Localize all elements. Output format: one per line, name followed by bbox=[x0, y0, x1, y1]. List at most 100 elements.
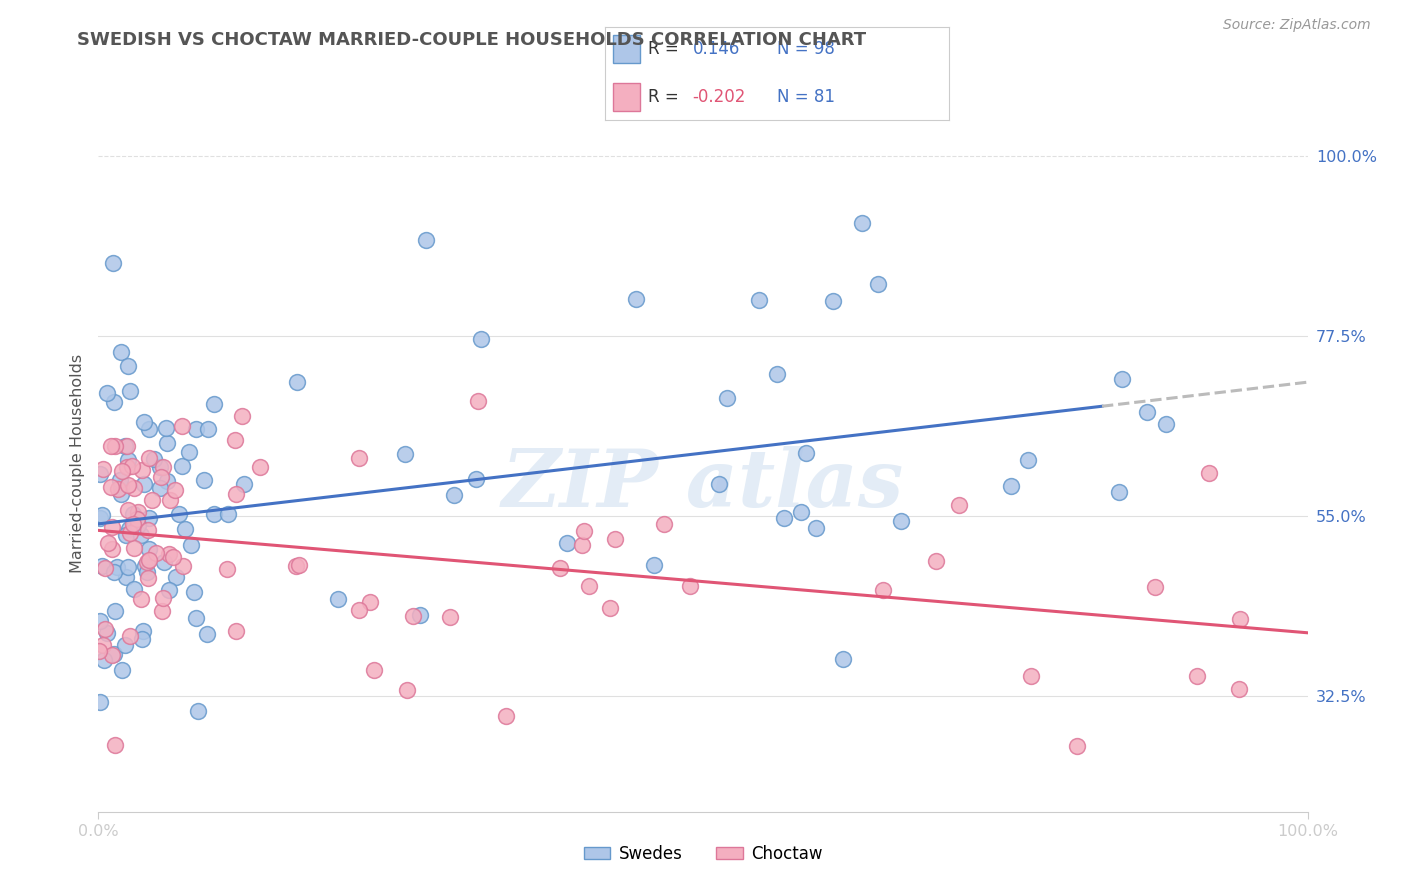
Point bbox=[170, 458, 193, 473]
Point bbox=[443, 488, 465, 502]
Point bbox=[187, 704, 209, 718]
Point bbox=[495, 708, 517, 723]
Point bbox=[766, 367, 789, 381]
Point bbox=[1066, 739, 1088, 753]
Point bbox=[578, 578, 600, 592]
Point bbox=[1111, 372, 1133, 386]
Point bbox=[851, 216, 873, 230]
Point bbox=[217, 508, 239, 522]
Point bbox=[224, 433, 246, 447]
Point bbox=[165, 569, 187, 583]
Point bbox=[100, 480, 122, 494]
Point bbox=[104, 738, 127, 752]
Text: SWEDISH VS CHOCTAW MARRIED-COUPLE HOUSEHOLDS CORRELATION CHART: SWEDISH VS CHOCTAW MARRIED-COUPLE HOUSEH… bbox=[77, 31, 866, 49]
Point bbox=[890, 514, 912, 528]
Point bbox=[679, 578, 702, 592]
Point bbox=[831, 652, 853, 666]
Point bbox=[96, 626, 118, 640]
Point bbox=[415, 233, 437, 247]
Point bbox=[180, 539, 202, 553]
Point bbox=[100, 648, 122, 663]
Point bbox=[204, 396, 226, 410]
Point bbox=[402, 609, 425, 624]
Point bbox=[288, 558, 311, 573]
Point bbox=[136, 571, 159, 585]
FancyBboxPatch shape bbox=[613, 84, 640, 111]
Point bbox=[821, 293, 844, 308]
Point bbox=[707, 477, 730, 491]
Point bbox=[186, 611, 208, 625]
Point bbox=[363, 663, 385, 677]
Point bbox=[115, 528, 138, 542]
Point bbox=[1185, 669, 1208, 683]
Point bbox=[93, 462, 115, 476]
Point bbox=[571, 538, 593, 552]
Point bbox=[1108, 485, 1130, 500]
Point bbox=[394, 448, 416, 462]
Point bbox=[89, 511, 111, 525]
Point bbox=[89, 614, 111, 628]
Point bbox=[127, 517, 149, 532]
Point bbox=[104, 604, 127, 618]
Point bbox=[163, 483, 186, 497]
Point bbox=[1229, 612, 1251, 626]
Text: 0.146: 0.146 bbox=[692, 40, 740, 58]
Point bbox=[145, 546, 167, 560]
Point bbox=[225, 486, 247, 500]
Text: -0.202: -0.202 bbox=[692, 88, 745, 106]
Point bbox=[93, 653, 115, 667]
Point bbox=[135, 555, 157, 569]
Point bbox=[103, 394, 125, 409]
Point bbox=[948, 499, 970, 513]
Point bbox=[193, 473, 215, 487]
Point bbox=[925, 554, 948, 568]
FancyBboxPatch shape bbox=[613, 35, 640, 62]
Point bbox=[347, 603, 370, 617]
Point bbox=[111, 663, 134, 677]
Y-axis label: Married-couple Households: Married-couple Households bbox=[69, 354, 84, 574]
Point bbox=[184, 422, 207, 436]
Point bbox=[439, 610, 461, 624]
Point bbox=[105, 560, 128, 574]
Point bbox=[550, 561, 572, 575]
Point bbox=[94, 561, 117, 575]
Point bbox=[117, 453, 139, 467]
Point bbox=[155, 436, 177, 450]
Point bbox=[110, 473, 132, 487]
Point bbox=[97, 536, 120, 550]
Point bbox=[131, 463, 153, 477]
Point bbox=[117, 560, 139, 574]
Point bbox=[159, 493, 181, 508]
Point bbox=[156, 475, 179, 489]
Point bbox=[789, 505, 811, 519]
Point bbox=[115, 460, 138, 475]
Point bbox=[155, 421, 177, 435]
Point bbox=[132, 476, 155, 491]
Point bbox=[134, 559, 156, 574]
Point bbox=[162, 550, 184, 565]
Point bbox=[150, 470, 173, 484]
Text: ZIP atlas: ZIP atlas bbox=[502, 446, 904, 524]
Point bbox=[249, 459, 271, 474]
Point bbox=[347, 450, 370, 465]
Point bbox=[138, 553, 160, 567]
Point bbox=[101, 520, 124, 534]
Point bbox=[138, 542, 160, 557]
Point bbox=[129, 528, 152, 542]
Point bbox=[124, 582, 146, 596]
Point bbox=[152, 459, 174, 474]
Point bbox=[396, 683, 419, 698]
Point bbox=[122, 519, 145, 533]
Point bbox=[748, 293, 770, 307]
Point bbox=[467, 393, 489, 408]
Point bbox=[143, 452, 166, 467]
Point bbox=[141, 492, 163, 507]
Point bbox=[872, 583, 894, 598]
Point bbox=[118, 629, 141, 643]
Point bbox=[285, 559, 308, 574]
Point bbox=[107, 482, 129, 496]
Point bbox=[115, 570, 138, 584]
Point bbox=[110, 345, 132, 359]
Point bbox=[150, 604, 173, 618]
Point bbox=[90, 508, 112, 522]
